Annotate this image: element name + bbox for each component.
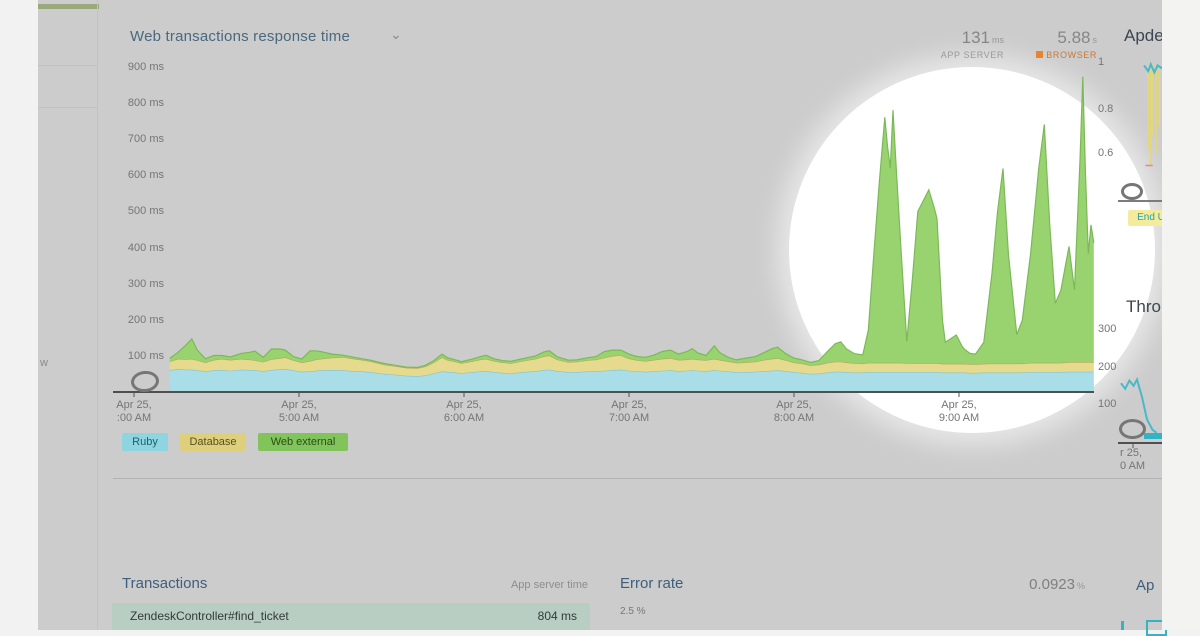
app-server-time-column-header: App server time (510, 579, 588, 591)
browser-unit: s (1092, 35, 1098, 45)
sidebar-item-label-partial: w (40, 357, 48, 369)
browser-stat: 5.88 s BROWSER (1000, 28, 1097, 60)
chevron-down-icon[interactable]: ⌄ (390, 26, 402, 42)
page-right-margin (1162, 0, 1200, 630)
legend-chip-web-external[interactable]: Web external (258, 433, 348, 451)
throughput-panel-title: Thro (1126, 297, 1161, 316)
transaction-value: 804 ms (537, 609, 577, 623)
sidebar-separator (38, 65, 98, 66)
apdex-section-title: Ap (1136, 577, 1155, 594)
error-rate-title[interactable]: Error rate (620, 575, 684, 592)
x-axis-label: Apr 25, 7:00 AM (608, 399, 650, 424)
apdex-oval-icon (1121, 183, 1143, 200)
error-rate-y-label: 2.5 % (620, 606, 646, 617)
app-server-unit: ms (992, 35, 1004, 45)
throughput-y-label: 200 (1098, 361, 1117, 373)
y-axis-label: 500 ms (127, 205, 164, 218)
section-divider (113, 478, 1162, 479)
y-axis-label: 600 ms (127, 169, 164, 182)
x-axis-line (113, 391, 1094, 393)
x-axis-label: Apr 25, 9:00 AM (938, 399, 980, 424)
apdex-mini-chart-fragment (1121, 621, 1124, 630)
browser-square-icon (1036, 51, 1044, 58)
sidebar-separator (38, 107, 98, 108)
app-server-value: 131 (961, 28, 990, 47)
apdex-y-label: 0.6 (1098, 147, 1114, 159)
browser-label: BROWSER (1000, 50, 1097, 60)
transaction-name[interactable]: ZendeskController#find_ticket (130, 609, 289, 623)
y-axis-label: 300 ms (127, 277, 164, 290)
legend-chip-ruby[interactable]: Ruby (122, 433, 168, 451)
x-axis-label: Apr 25,:00 AM (116, 399, 152, 424)
throughput-y-label: 100 (1098, 398, 1117, 410)
throughput-oval-icon (1119, 419, 1146, 439)
apdex-y-label: 1 (1098, 56, 1105, 68)
y-axis-label: 900 ms (127, 61, 164, 73)
page-left-margin (0, 0, 38, 630)
throughput-line-end (1144, 433, 1164, 439)
apdex-y-label: 0.8 (1098, 103, 1114, 115)
apdex-panel-title: Apde (1124, 26, 1164, 45)
throughput-x-label: 0 AM (1120, 460, 1146, 472)
y-axis-label: 700 ms (127, 133, 164, 146)
x-axis-label: Apr 25, 5:00 AM (278, 399, 320, 424)
y-axis-label: 800 ms (127, 97, 164, 110)
chart-title-dropdown[interactable]: Web transactions response time (130, 28, 350, 45)
throughput-y-label: 300 (1098, 323, 1117, 335)
throughput-axis-line (1118, 442, 1164, 444)
legend-chip-database[interactable]: Database (180, 433, 246, 451)
error-rate-stat: 0.0923% (1029, 576, 1085, 593)
y-axis-label: 400 ms (127, 241, 164, 254)
x-axis-label: Apr 25, 8:00 AM (773, 399, 815, 424)
app-server-label: APP SERVER (940, 50, 1004, 60)
browser-value: 5.88 (1057, 28, 1091, 47)
y-axis-label: 100 ms (127, 349, 164, 362)
app-server-stat: 131 ms APP SERVER (900, 28, 1004, 60)
x-axis-label: Apr 25, 6:00 AM (443, 399, 485, 424)
sidebar-active-indicator (38, 4, 99, 9)
transaction-row[interactable] (112, 603, 590, 630)
transactions-title[interactable]: Transactions (122, 575, 208, 592)
throughput-x-label: r 25, (1120, 447, 1143, 459)
apdex-axis-line (1118, 200, 1164, 202)
sidebar-divider (97, 0, 98, 630)
y-axis-label: 200 ms (127, 313, 164, 326)
